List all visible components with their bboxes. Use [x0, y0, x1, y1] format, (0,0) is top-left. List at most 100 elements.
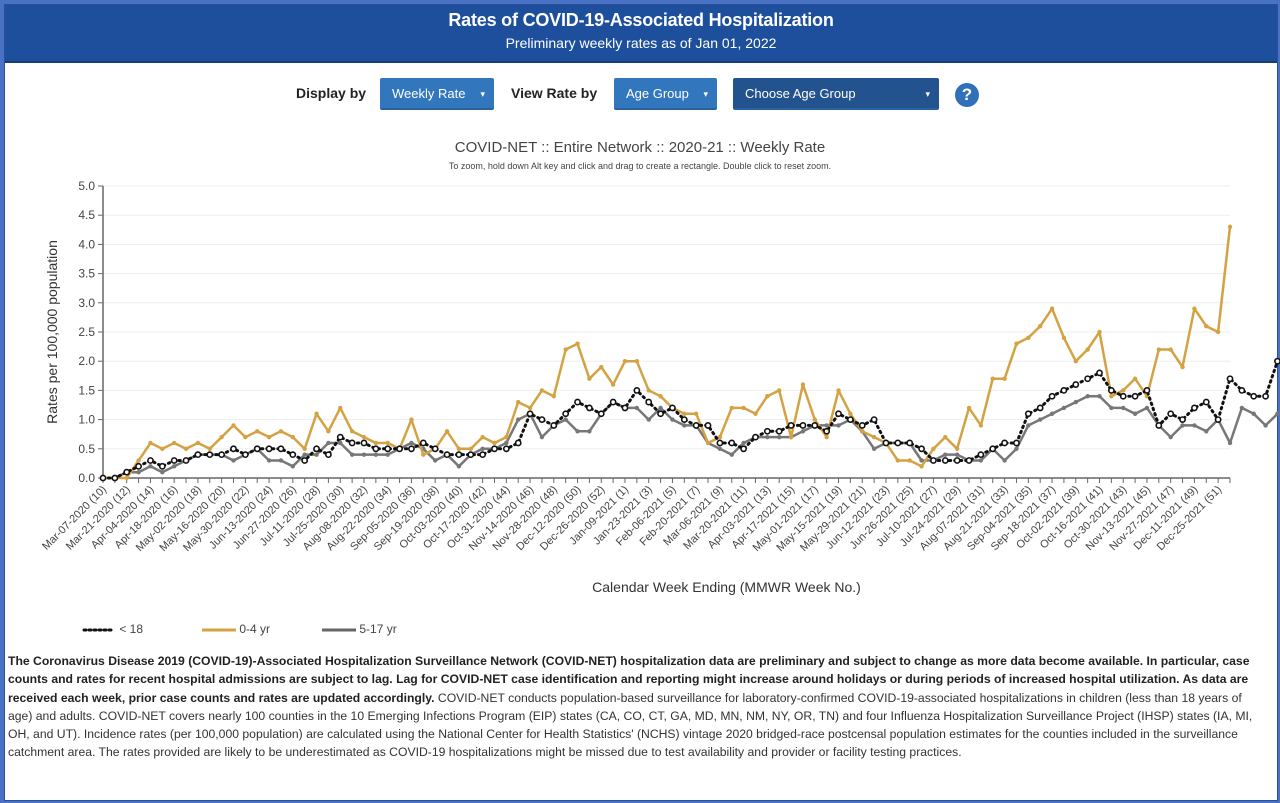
data-point-0-4-yr	[990, 376, 995, 381]
data-point-5-17-yr	[871, 446, 877, 451]
legend-label: 5-17 yr	[359, 622, 397, 636]
data-point-5-17-yr	[1168, 434, 1173, 440]
chevron-down-icon: ▾	[925, 89, 930, 99]
data-point-0-4-yr	[587, 376, 592, 381]
data-point-lt18	[657, 410, 664, 418]
data-point-0-4-yr	[361, 434, 367, 440]
y-tick-label: 0.0	[78, 471, 95, 485]
data-point-0-4-yr	[492, 440, 497, 446]
data-point-lt18	[728, 439, 736, 447]
x-axis-title: Calendar Week Ending (MMWR Week No.)	[592, 579, 861, 595]
data-point-5-17-yr	[682, 423, 687, 428]
data-point-0-4-yr	[148, 440, 153, 446]
data-point-lt18	[360, 439, 368, 447]
data-point-5-17-yr	[432, 458, 438, 463]
data-point-0-4-yr	[171, 440, 177, 446]
data-point-lt18	[835, 410, 842, 418]
data-point-5-17-yr	[148, 464, 153, 469]
gray-line-swatch-icon	[322, 628, 356, 632]
data-point-0-4-yr	[255, 429, 260, 434]
data-point-lt18	[550, 422, 558, 429]
data-point-5-17-yr	[1132, 411, 1138, 416]
data-point-0-4-yr	[326, 429, 331, 434]
data-point-0-4-yr	[705, 440, 711, 446]
view-rate-by-value: Age Group	[626, 86, 689, 101]
data-point-0-4-yr	[717, 434, 723, 440]
data-point-0-4-yr	[1085, 347, 1090, 352]
data-point-5-17-yr	[800, 429, 806, 434]
data-point-5-17-yr	[1085, 394, 1090, 399]
data-point-lt18	[562, 410, 570, 418]
data-point-0-4-yr	[1073, 359, 1078, 364]
view-rate-by-dropdown[interactable]: Age Group ▾	[614, 78, 717, 110]
data-point-0-4-yr	[516, 399, 521, 405]
data-point-lt18	[348, 439, 356, 447]
data-point-0-4-yr	[871, 434, 877, 440]
data-point-5-17-yr	[563, 417, 568, 422]
data-point-0-4-yr	[575, 341, 580, 346]
data-point-5-17-yr	[516, 417, 521, 422]
data-point-0-4-yr	[836, 388, 841, 393]
controls-bar: Display by Weekly Rate ▾ View Rate by Ag…	[0, 76, 1280, 112]
data-point-lt18	[491, 445, 498, 453]
series-line-0-4-yr	[103, 226, 1232, 480]
legend-label: < 18	[119, 622, 144, 636]
data-point-lt18	[941, 457, 949, 464]
display-by-dropdown[interactable]: Weekly Rate ▾	[380, 78, 494, 110]
data-point-5-17-yr	[361, 452, 367, 457]
chart-hint: To zoom, hold down Alt key and click and…	[448, 161, 832, 171]
data-point-lt18	[182, 457, 190, 464]
line-chart[interactable]: 0.00.51.01.52.02.53.03.54.04.55.0Mar-07-…	[0, 0, 1280, 620]
data-point-0-4-yr	[895, 458, 901, 463]
page-title: Rates of COVID-19-Associated Hospitaliza…	[448, 10, 834, 30]
data-point-0-4-yr	[1156, 347, 1162, 352]
y-tick-label: 3.0	[78, 296, 95, 310]
data-point-0-4-yr	[1192, 306, 1197, 311]
data-point-0-4-yr	[919, 464, 924, 469]
data-point-lt18	[823, 427, 831, 435]
data-point-5-17-yr	[1227, 440, 1233, 446]
legend-item-5-17[interactable]: 5-17 yr	[322, 622, 397, 636]
gold-line-swatch-icon	[202, 628, 236, 632]
data-point-0-4-yr	[777, 388, 782, 393]
data-point-lt18	[158, 462, 166, 470]
data-point-0-4-yr	[907, 458, 912, 463]
legend-item-0-4[interactable]: 0-4 yr	[202, 622, 270, 636]
data-point-lt18	[467, 451, 475, 459]
data-point-lt18	[372, 445, 380, 453]
data-point-5-17-yr	[326, 440, 331, 446]
legend-item-lt18[interactable]: < 18	[82, 622, 143, 636]
data-point-0-4-yr	[456, 446, 462, 451]
data-point-lt18	[1096, 369, 1103, 377]
view-rate-by-label: View Rate by	[511, 85, 598, 101]
data-point-lt18	[1107, 386, 1115, 394]
data-point-5-17-yr	[1251, 411, 1256, 416]
data-point-0-4-yr	[504, 434, 509, 440]
data-point-lt18	[882, 439, 890, 447]
data-point-lt18	[1072, 381, 1080, 388]
data-point-lt18	[621, 404, 629, 412]
data-point-0-4-yr	[1180, 364, 1185, 370]
help-icon[interactable]: ?	[955, 83, 979, 107]
data-point-5-17-yr	[539, 434, 545, 440]
data-point-0-4-yr	[1097, 329, 1102, 335]
data-point-lt18	[241, 451, 249, 459]
data-point-lt18	[763, 427, 771, 435]
data-point-lt18	[669, 404, 676, 412]
data-point-5-17-yr	[314, 452, 319, 457]
data-point-lt18	[585, 404, 593, 412]
data-point-5-17-yr	[1037, 417, 1043, 422]
data-point-lt18	[253, 445, 261, 453]
data-point-0-4-yr	[480, 434, 485, 440]
data-point-5-17-yr	[777, 434, 782, 440]
y-tick-label: 1.5	[78, 383, 95, 397]
page-header: Rates of COVID-19-Associated Hospitaliza…	[5, 5, 1277, 63]
data-point-lt18	[906, 439, 914, 447]
data-point-lt18	[1191, 404, 1198, 412]
age-group-dropdown[interactable]: Choose Age Group ▾	[733, 78, 939, 110]
dotted-line-swatch-icon	[82, 628, 116, 632]
data-point-0-4-yr	[800, 382, 806, 387]
data-point-5-17-yr	[646, 417, 651, 422]
data-point-lt18	[206, 451, 214, 459]
data-point-0-4-yr	[1121, 388, 1126, 393]
